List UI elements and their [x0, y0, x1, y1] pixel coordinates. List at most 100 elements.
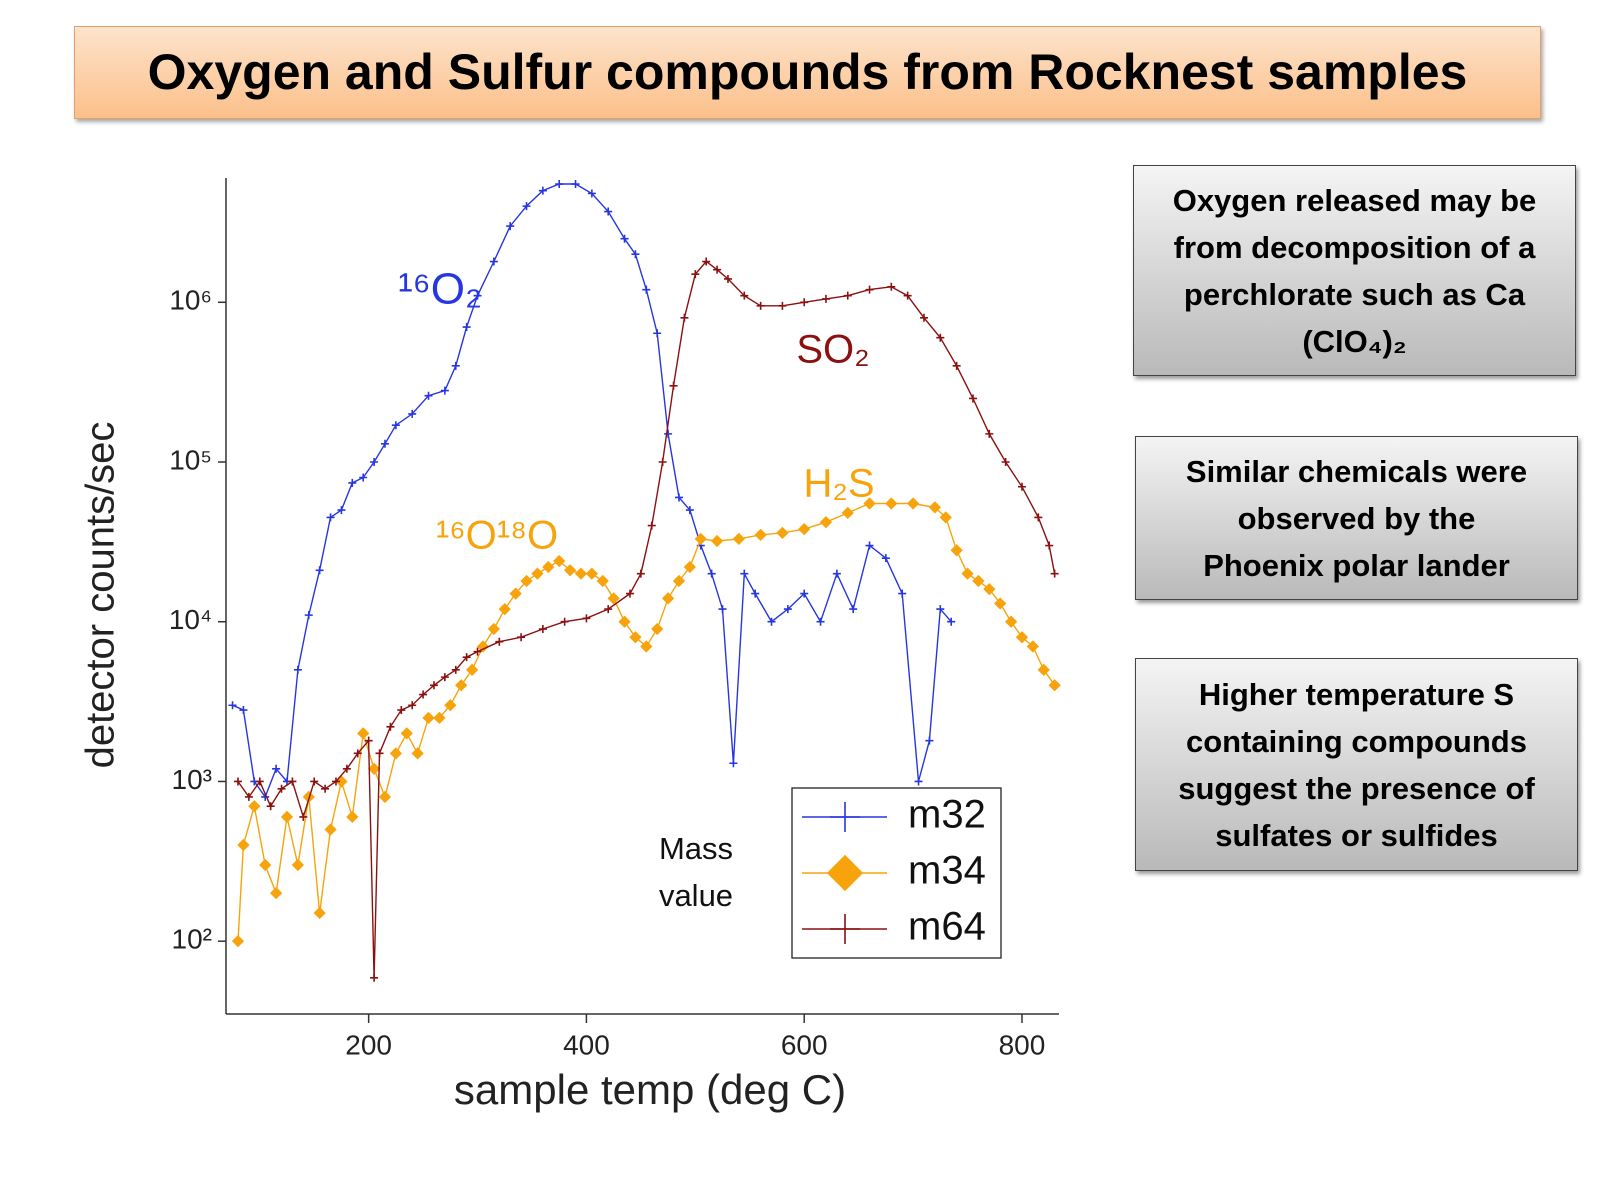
x-axis-label: sample temp (deg C): [454, 1066, 846, 1113]
plus-marker: [783, 605, 792, 614]
plus-marker: [830, 914, 860, 944]
plus-marker: [451, 665, 460, 674]
diamond-marker: [574, 567, 588, 580]
y-axis-label: detector counts/sec: [79, 422, 123, 769]
plus-marker: [331, 777, 340, 786]
diamond-marker: [928, 501, 941, 514]
diamond-marker: [542, 560, 555, 574]
plus-marker: [364, 736, 373, 745]
diamond-marker: [819, 516, 833, 529]
diamond-marker: [280, 810, 294, 824]
plus-marker: [713, 265, 722, 274]
note-line: Oxygen released may be: [1172, 182, 1537, 218]
diamond-marker: [433, 711, 446, 725]
plus-marker: [370, 458, 379, 467]
plus-marker: [424, 391, 433, 400]
diamond-marker: [629, 631, 642, 644]
plus-marker: [244, 792, 253, 801]
legend-label: m32: [908, 793, 986, 837]
y-tick-label: 10⁴: [169, 604, 212, 635]
diamond-marker: [269, 886, 283, 900]
plus-marker: [440, 673, 449, 682]
plus-marker: [1045, 541, 1054, 550]
diamond-marker: [651, 622, 664, 636]
diamond-marker: [1004, 615, 1018, 628]
plus-marker: [348, 478, 357, 487]
annotation: ¹⁶O¹⁸O: [436, 514, 558, 558]
diamond-marker: [885, 497, 898, 510]
plus-marker: [604, 605, 613, 614]
plus-marker: [680, 313, 689, 322]
chart: detector counts/sec sample temp (deg C) …: [79, 178, 1061, 1113]
diamond-marker: [826, 854, 864, 892]
plus-marker: [582, 614, 591, 623]
diamond-marker: [1026, 640, 1040, 653]
note-line: Higher temperature S: [1198, 676, 1515, 712]
plus-marker: [380, 439, 389, 448]
plus-marker: [881, 554, 890, 563]
plus-marker: [342, 764, 351, 773]
plus-marker: [315, 566, 324, 575]
diamond-marker: [455, 679, 468, 692]
plus-marker: [669, 381, 678, 390]
plus-marker: [462, 653, 471, 662]
plus-marker: [620, 234, 629, 243]
plus-marker: [299, 812, 308, 821]
diamond-marker: [531, 567, 544, 580]
plus-marker: [832, 569, 841, 578]
diamond-marker: [710, 534, 724, 548]
plus-marker: [936, 605, 945, 614]
plus-marker: [1034, 513, 1043, 522]
plus-marker: [517, 633, 526, 642]
diamond-marker: [939, 511, 952, 524]
diamond-marker: [259, 858, 272, 872]
plus-marker: [702, 257, 711, 266]
diamond-marker: [798, 522, 811, 536]
x-tick-label: 600: [781, 1029, 828, 1060]
plus-marker: [903, 291, 912, 300]
y-tick-label: 10⁶: [169, 285, 212, 316]
note-line: suggest the presence of: [1178, 770, 1535, 806]
plus-marker: [440, 386, 449, 395]
plus-marker: [816, 617, 825, 626]
diamond-marker: [346, 810, 359, 824]
diamond-marker: [607, 592, 620, 605]
plus-marker: [919, 313, 928, 322]
diamond-marker: [732, 532, 745, 546]
plus-marker: [642, 285, 651, 294]
slide-title: Oxygen and Sulfur compounds from Rocknes…: [74, 26, 1541, 119]
plus-marker: [228, 701, 237, 710]
plus-marker: [849, 605, 858, 614]
plus-marker: [778, 301, 787, 310]
plus-marker: [239, 706, 248, 715]
note-line: from decomposition of a: [1173, 229, 1536, 265]
plus-marker: [865, 285, 874, 294]
plus-marker: [391, 421, 400, 430]
diamond-marker: [476, 640, 490, 653]
diamond-marker: [291, 858, 304, 872]
plus-marker: [740, 291, 749, 300]
plus-marker: [830, 802, 860, 832]
plus-marker: [658, 458, 667, 467]
note-line: observed by the: [1237, 500, 1476, 536]
diamond-marker: [367, 762, 381, 775]
plus-marker: [304, 611, 313, 620]
plus-marker: [664, 429, 673, 438]
diamond-marker: [1048, 679, 1061, 692]
plus-marker: [936, 333, 945, 342]
x-tick-label: 400: [563, 1029, 610, 1060]
plus-marker: [293, 665, 302, 674]
plus-marker: [1001, 458, 1010, 467]
diamond-marker: [563, 564, 577, 577]
note-line: Similar chemicals were: [1185, 453, 1528, 489]
plus-marker: [555, 180, 564, 189]
plus-marker: [718, 605, 727, 614]
plus-marker: [691, 270, 700, 279]
diamond-marker: [906, 497, 920, 510]
note-line: (ClO₄)₂: [1302, 323, 1407, 359]
plus-marker: [821, 294, 830, 303]
plus-marker: [255, 777, 264, 786]
diamond-marker: [378, 790, 392, 804]
plus-marker: [538, 186, 547, 195]
plus-marker: [489, 257, 498, 266]
